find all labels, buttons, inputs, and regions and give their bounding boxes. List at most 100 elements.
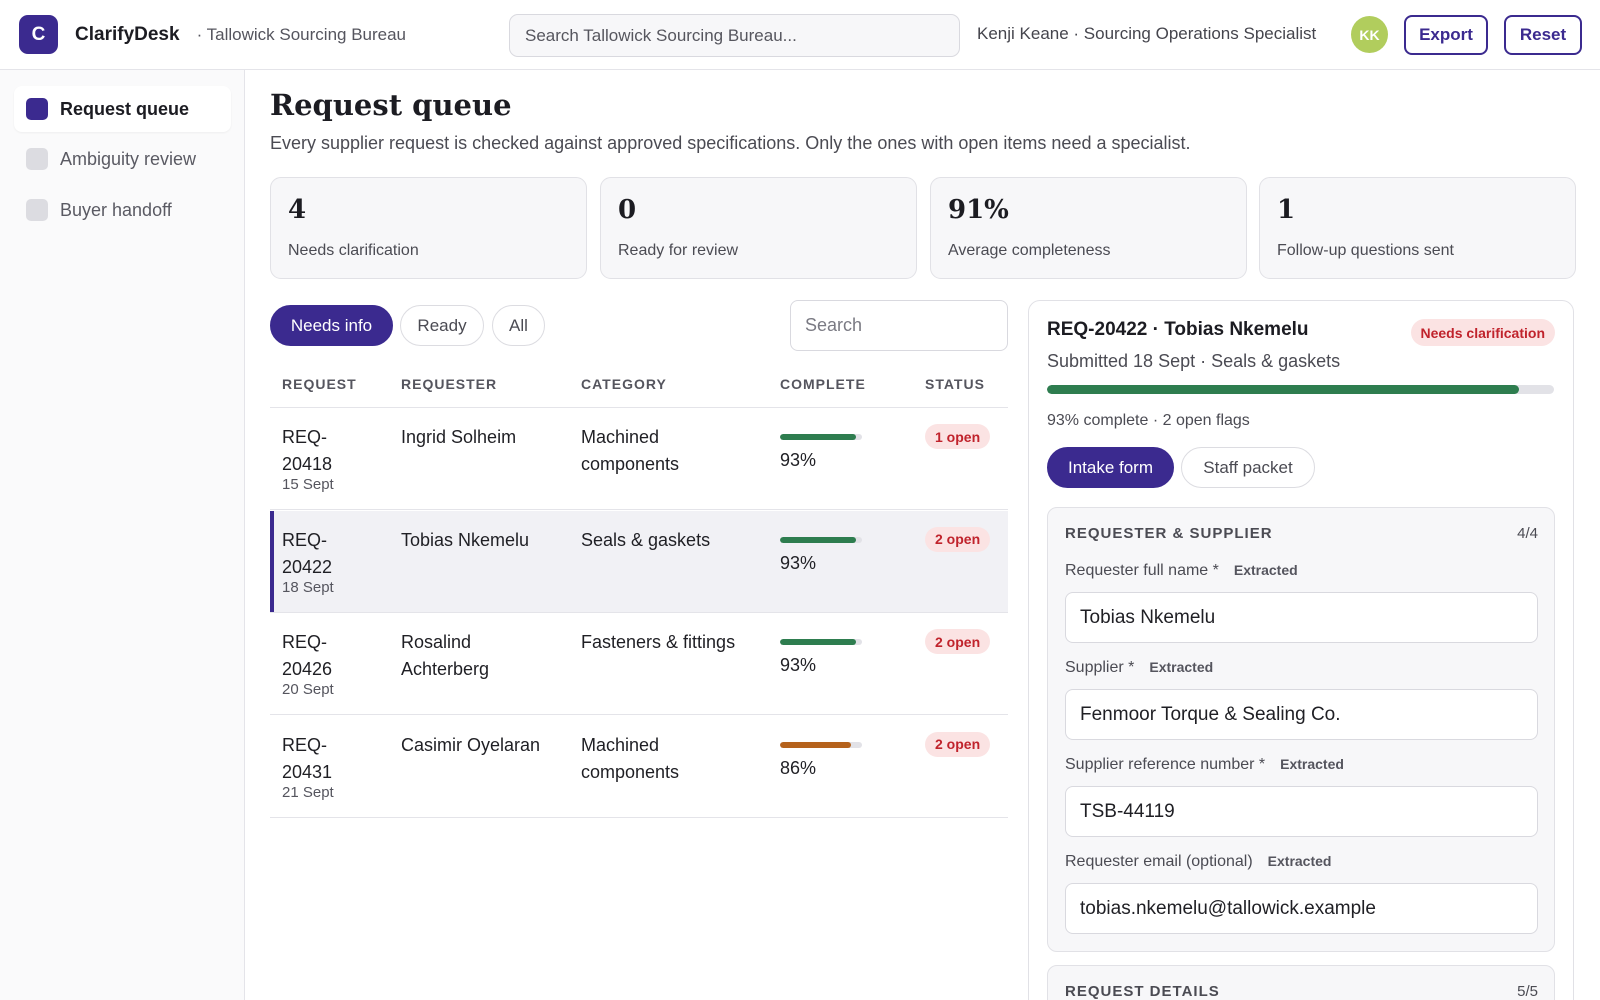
stat-value: 4 (288, 195, 307, 225)
section-count: 5/5 (1517, 983, 1538, 1000)
completeness-fill (780, 639, 857, 645)
request-id: REQ- 20422 (282, 527, 332, 581)
requester-name: Casimir Oyelaran (401, 732, 540, 759)
table-row[interactable]: REQ- 20426 20 Sept Rosalind Achterberg Fasten… (270, 613, 1008, 715)
stat-card-needs-clarification: 4 Needs clarification (270, 177, 587, 279)
request-id: REQ- 20426 (282, 629, 332, 683)
extracted-tag: Extracted (1280, 756, 1344, 772)
category: Machined components (581, 732, 679, 786)
stat-card-ready-for-review: 0 Ready for review (600, 177, 917, 279)
column-header-request[interactable]: REQUEST (282, 376, 357, 392)
request-id-line: REQ- (282, 632, 327, 652)
stat-value: 0 (618, 195, 637, 225)
column-header-category[interactable]: CATEGORY (581, 376, 667, 392)
app-header: C ClarifyDesk · Tallowick Sourcing Burea… (0, 0, 1600, 70)
category: Seals & gaskets (581, 527, 710, 554)
requester-email-field[interactable]: tobias.nkemelu@tallowick.example (1065, 883, 1538, 934)
request-id-line: 20418 (282, 454, 333, 474)
filter-needs-info[interactable]: Needs info (270, 305, 393, 346)
sidebar-item-ambiguity-review[interactable]: Ambiguity review (14, 136, 231, 182)
extracted-tag: Extracted (1267, 853, 1332, 869)
filter-ready[interactable]: Ready (400, 305, 484, 346)
section-request-details: REQUEST DETAILS 5/5 (1047, 965, 1555, 1000)
sidebar-item-request-queue[interactable]: Request queue (14, 86, 231, 132)
status-badge: Needs clarification (1410, 319, 1555, 346)
requester-name-field[interactable]: Tobias Nkemelu (1065, 592, 1538, 643)
completeness-fill (780, 536, 857, 543)
stat-label: Average completeness (948, 242, 1111, 259)
section-title: REQUEST DETAILS (1065, 983, 1220, 1000)
stat-card-follow-up-questions: 1 Follow-up questions sent (1259, 177, 1576, 279)
category-line: Machined (581, 427, 660, 447)
export-button[interactable]: Export (1404, 15, 1488, 55)
requester-name: Ingrid Solheim (401, 424, 516, 451)
requester-line: Tobias Nkemelu (401, 529, 530, 550)
extracted-tag: Extracted (1149, 659, 1214, 675)
request-date: 15 Sept (282, 476, 334, 493)
table-row[interactable]: REQ- 20422 18 Sept Tobias Nkemelu Seals & ga… (270, 510, 1008, 613)
sidebar-item-label: Request queue (60, 98, 190, 119)
table-search-input[interactable]: Search (790, 300, 1008, 351)
sidebar-item-buyer-handoff[interactable]: Buyer handoff (14, 187, 231, 233)
column-header-status[interactable]: STATUS (925, 376, 985, 392)
org-name: · Tallowick Sourcing Bureau (196, 24, 407, 44)
request-date: 21 Sept (282, 783, 334, 801)
completeness-fill (780, 741, 851, 748)
field-label-requester-name: Requester full name * Extracted (1065, 562, 1298, 580)
reset-button[interactable]: Reset (1504, 15, 1582, 55)
supplier-field[interactable]: Fenmoor Torque & Sealing Co. (1065, 689, 1538, 740)
status-badge: 2 open (925, 629, 991, 654)
completeness-percent: 86% (780, 757, 817, 778)
stat-label: Ready for review (618, 242, 739, 259)
field-label-text: Requester full name * (1065, 562, 1219, 579)
stat-value: 1 (1277, 195, 1296, 225)
request-id-line: 20422 (282, 556, 333, 577)
section-title: REQUESTER & SUPPLIER (1065, 525, 1273, 542)
detail-progress-fill (1047, 385, 1519, 394)
global-search-input[interactable]: Search Tallowick Sourcing Bureau... (509, 14, 960, 57)
request-id: REQ- 20431 (282, 732, 332, 786)
field-label-supplier-reference: Supplier reference number * Extracted (1065, 756, 1344, 774)
request-id-line: REQ- (282, 529, 327, 550)
request-id-line: 20431 (282, 761, 333, 782)
requester-line: Ingrid Solheim (401, 427, 517, 447)
stat-card-average-completeness: 91% Average completeness (930, 177, 1247, 279)
page-subtitle: Every supplier request is checked agains… (270, 133, 1191, 153)
requester-line: Rosalind (401, 632, 472, 652)
app-logo[interactable]: C (19, 15, 58, 54)
requester-line: Achterberg (401, 659, 490, 679)
section-requester-supplier: REQUESTER & SUPPLIER 4/4 Requester full … (1047, 507, 1555, 952)
category-line: Machined (581, 734, 660, 755)
nav-square-icon (26, 199, 48, 221)
filter-all[interactable]: All (492, 305, 545, 346)
avatar[interactable]: KK (1351, 16, 1388, 53)
detail-progress-bar (1047, 385, 1554, 394)
stat-label: Follow-up questions sent (1277, 242, 1454, 259)
status-badge: 2 open (925, 731, 991, 757)
completeness-bar (780, 536, 862, 543)
field-label-text: Requester email (optional) (1065, 853, 1253, 870)
request-id-line: 20426 (282, 659, 333, 679)
request-date: 20 Sept (282, 681, 334, 698)
app-name: ClarifyDesk (75, 23, 180, 45)
supplier-reference-field[interactable]: TSB-44119 (1065, 786, 1538, 837)
table-row[interactable]: REQ- 20418 15 Sept Ingrid Solheim Machined co… (270, 408, 1008, 510)
column-header-requester[interactable]: REQUESTER (401, 376, 498, 392)
table-row[interactable]: REQ- 20431 21 Sept Casimir Oyelaran Machined… (270, 715, 1008, 818)
column-header-complete[interactable]: COMPLETE (780, 376, 866, 392)
completeness-percent: 93% (780, 552, 817, 573)
nav-square-icon (26, 148, 48, 170)
request-date: 18 Sept (282, 578, 334, 596)
category-line: Fasteners & fittings (581, 632, 736, 652)
tab-staff-packet[interactable]: Staff packet (1181, 447, 1315, 488)
request-id-line: REQ- (282, 734, 327, 755)
completeness-fill (780, 434, 857, 440)
sidebar: Request queue Ambiguity review Buyer han… (0, 70, 245, 1000)
stat-label: Needs clarification (288, 242, 419, 259)
category-line: components (581, 454, 680, 474)
tab-intake-form[interactable]: Intake form (1047, 447, 1174, 488)
sidebar-item-label: Buyer handoff (60, 199, 172, 220)
category: Machined components (581, 424, 679, 478)
nav-square-icon (26, 98, 48, 120)
status-badge: 1 open (925, 424, 991, 449)
